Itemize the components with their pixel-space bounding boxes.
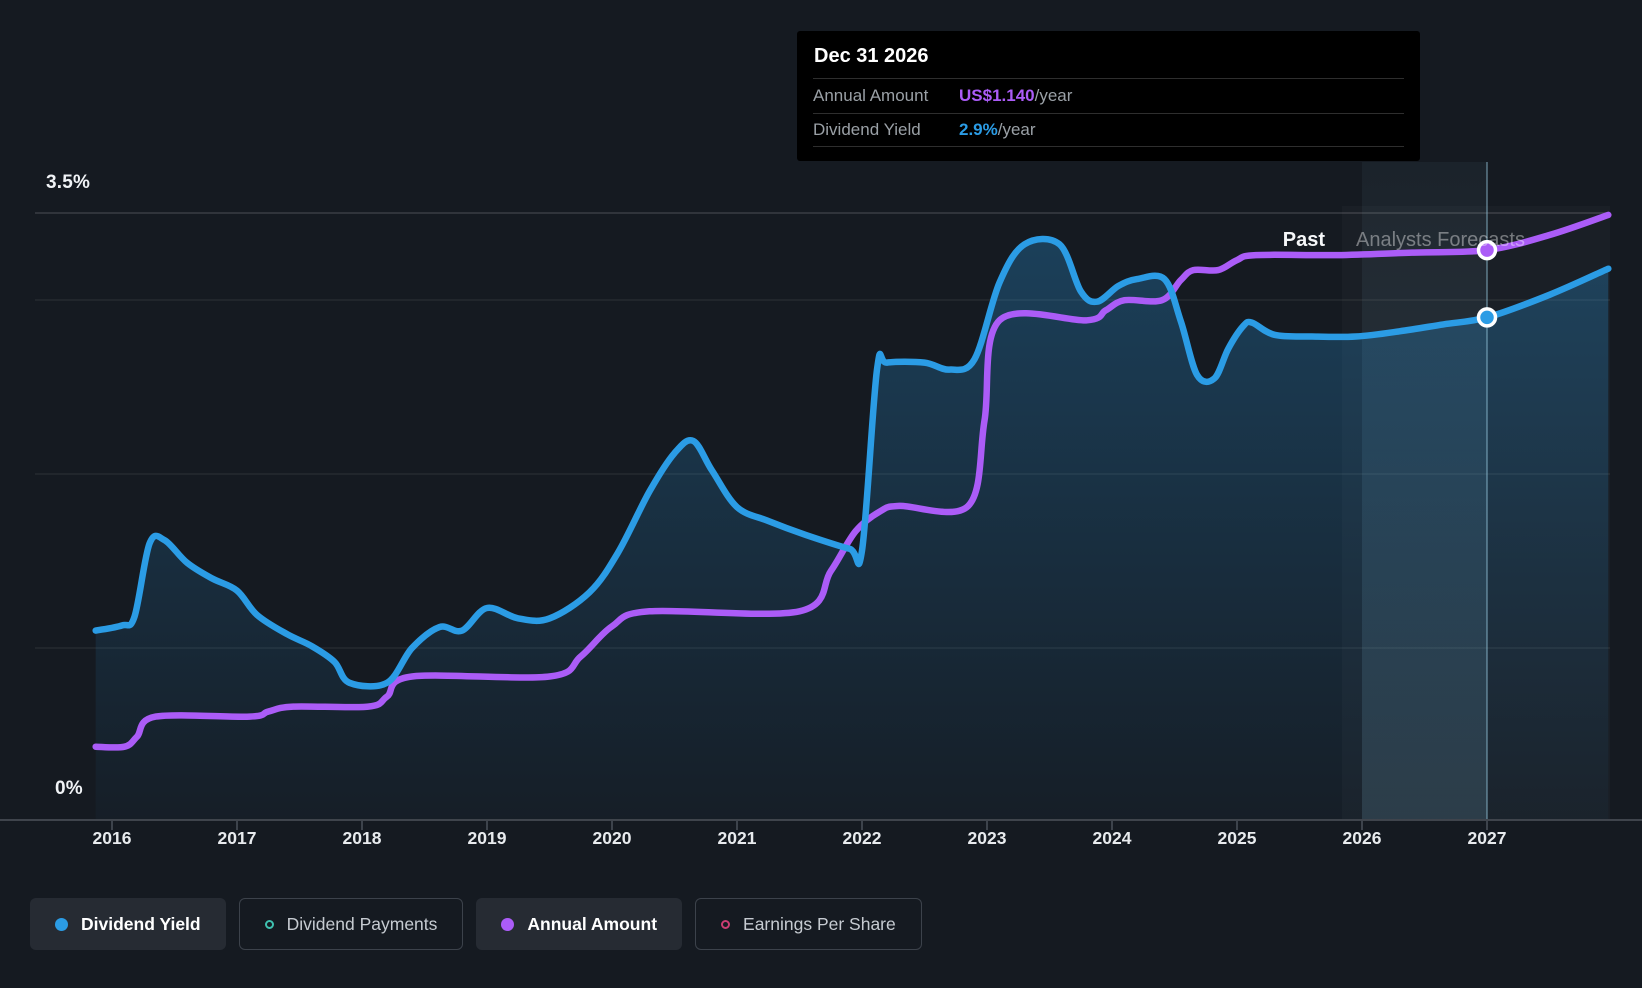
tooltip-value: US$1.140/year xyxy=(959,86,1073,105)
legend-item-dividend-payments[interactable]: Dividend Payments xyxy=(238,898,464,950)
tooltip-value: 2.9%/year xyxy=(959,120,1036,139)
dividend-yield-marker xyxy=(1476,307,1498,328)
y-axis-top-label: 3.5% xyxy=(46,172,91,193)
hover-tooltip: Dec 31 2026 Annual Amount US$1.140/year … xyxy=(797,31,1420,161)
legend-item-dividend-yield[interactable]: Dividend Yield xyxy=(30,898,226,950)
tooltip-row-annual-amount: Annual Amount US$1.140/year xyxy=(813,78,1404,113)
legend-label: Annual Amount xyxy=(527,913,658,934)
x-axis-ticks xyxy=(111,821,1488,830)
dividend-payments-swatch-icon xyxy=(264,919,274,929)
year-label: 2024 xyxy=(1093,828,1132,848)
tooltip-label: Annual Amount xyxy=(813,86,929,105)
legend-label: Dividend Payments xyxy=(286,913,438,934)
year-label: 2023 xyxy=(968,828,1007,848)
dividend-yield-swatch-icon xyxy=(55,917,68,931)
tooltip-label: Dividend Yield xyxy=(813,120,921,139)
legend-item-earnings-per-share[interactable]: Earnings Per Share xyxy=(695,898,922,950)
legend-label: Earnings Per Share xyxy=(743,913,896,934)
chart-legend: Dividend Yield Dividend Payments Annual Am… xyxy=(30,898,922,950)
annual-amount-marker xyxy=(1476,239,1498,261)
year-label: 2021 xyxy=(718,828,757,848)
year-label: 2026 xyxy=(1343,828,1382,848)
dividend-yield-line xyxy=(92,235,1612,690)
x-axis-year-labels: 2016 2017 2018 2019 2020 2021 2022 2023 2024 2025… xyxy=(93,828,1507,848)
year-label: 2027 xyxy=(1468,828,1507,848)
past-region-label: Past xyxy=(1282,229,1325,251)
year-label: 2020 xyxy=(593,828,632,848)
year-label: 2017 xyxy=(218,828,257,848)
legend-item-annual-amount[interactable]: Annual Amount xyxy=(476,898,683,950)
tooltip-date: Dec 31 2026 xyxy=(814,45,929,67)
tooltip-row-dividend-yield: Dividend Yield 2.9%/year xyxy=(813,113,1404,147)
y-axis-bottom-label: 0% xyxy=(55,778,83,799)
year-label: 2019 xyxy=(468,828,507,848)
year-label: 2022 xyxy=(843,828,882,848)
legend-label: Dividend Yield xyxy=(81,913,201,934)
year-label: 2025 xyxy=(1218,828,1257,848)
annual-amount-swatch-icon xyxy=(501,917,515,931)
year-label: 2016 xyxy=(93,828,132,848)
analysts-forecasts-label: Analysts Forecasts xyxy=(1356,229,1525,251)
earnings-per-share-swatch-icon xyxy=(721,919,731,929)
year-label: 2018 xyxy=(343,828,382,848)
annual-amount-line xyxy=(92,211,1612,751)
